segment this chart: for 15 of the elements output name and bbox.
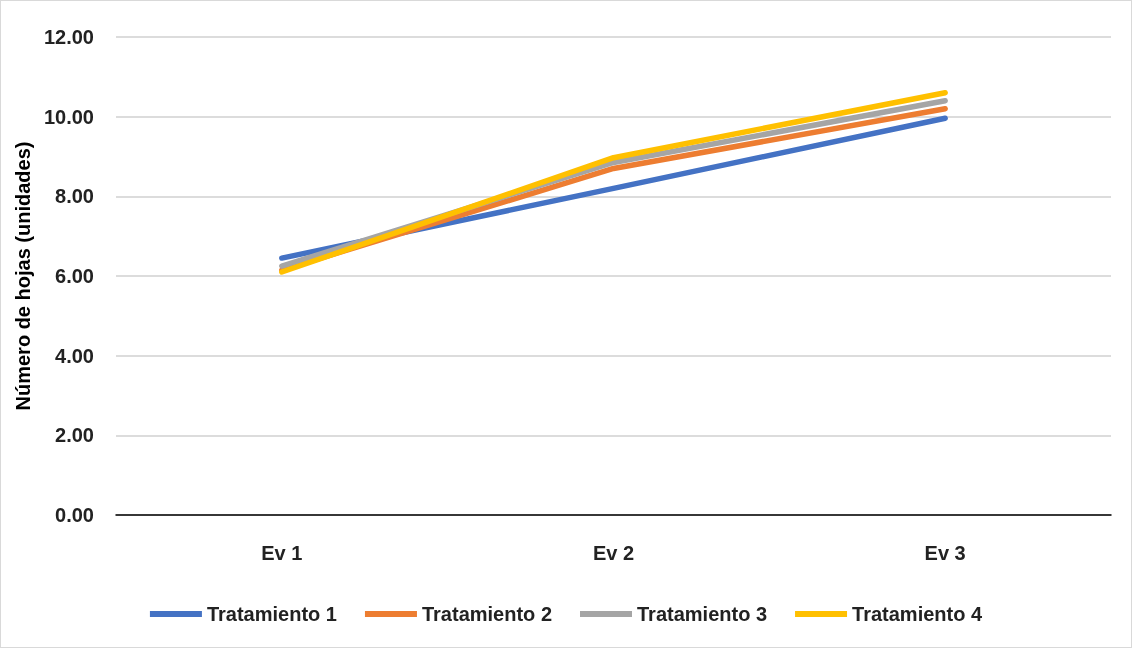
legend-label: Tratamiento 1	[206, 603, 337, 625]
y-tick-label: 12.00	[43, 26, 94, 48]
x-tick-label: Ev 2	[592, 542, 635, 564]
y-tick-label: 6.00	[55, 265, 94, 287]
legend-label: Tratamiento 4	[852, 603, 983, 625]
legend-label: Tratamiento 3	[637, 603, 768, 625]
y-tick-label: 4.00	[55, 344, 94, 367]
y-axis-title: Número de hojas (unidades)	[12, 141, 35, 411]
y-tick-label: 2.00	[55, 424, 94, 447]
legend-label: Tratamiento 2	[421, 603, 553, 625]
x-tick-label: Ev 1	[261, 542, 303, 564]
y-tick-label: 0.00	[55, 504, 94, 526]
y-tick-label: 10.00	[43, 105, 94, 128]
y-tick-label: 8.00	[55, 185, 94, 208]
x-tick-label: Ev 3	[924, 542, 966, 564]
